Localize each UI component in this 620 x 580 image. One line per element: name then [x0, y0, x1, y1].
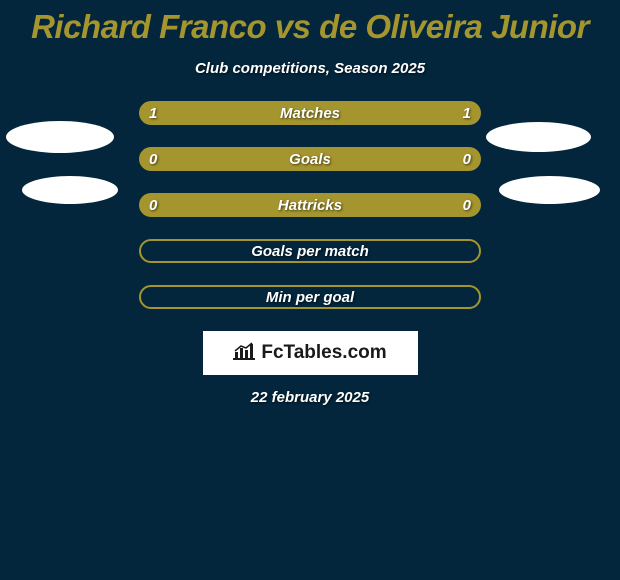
stat-row: Goals per match [139, 239, 481, 263]
stat-left-value: 0 [149, 151, 157, 168]
stat-row: Goals0 0 [139, 147, 481, 171]
decorative-ellipse [499, 176, 600, 204]
stat-right-value: 0 [463, 197, 471, 214]
stat-label: Matches [139, 105, 481, 122]
stat-left-value: 0 [149, 197, 157, 214]
stat-row: Hattricks0 0 [139, 193, 481, 217]
stat-label: Min per goal [141, 289, 479, 306]
stat-right-value: 0 [463, 151, 471, 168]
stat-label: Hattricks [139, 197, 481, 214]
comparison-rows: Matches11Goals00Hattricks00Goals per mat… [139, 101, 481, 309]
page-title: Richard Franco vs de Oliveira Junior [0, 0, 620, 46]
decorative-ellipse [486, 122, 591, 152]
stat-row: Min per goal [139, 285, 481, 309]
logo-text: FcTables.com [261, 342, 386, 364]
date-label: 22 february 2025 [0, 389, 620, 406]
logo-box: FcTables.com [203, 331, 418, 375]
decorative-ellipse [6, 121, 114, 153]
stat-row: Matches1 1 [139, 101, 481, 125]
stat-label: Goals [139, 151, 481, 168]
chart-icon [233, 342, 255, 365]
decorative-ellipse [22, 176, 118, 204]
stat-right-value: 1 [463, 105, 471, 122]
stat-label: Goals per match [141, 243, 479, 260]
stat-left-value: 1 [149, 105, 157, 122]
subtitle: Club competitions, Season 2025 [0, 60, 620, 77]
